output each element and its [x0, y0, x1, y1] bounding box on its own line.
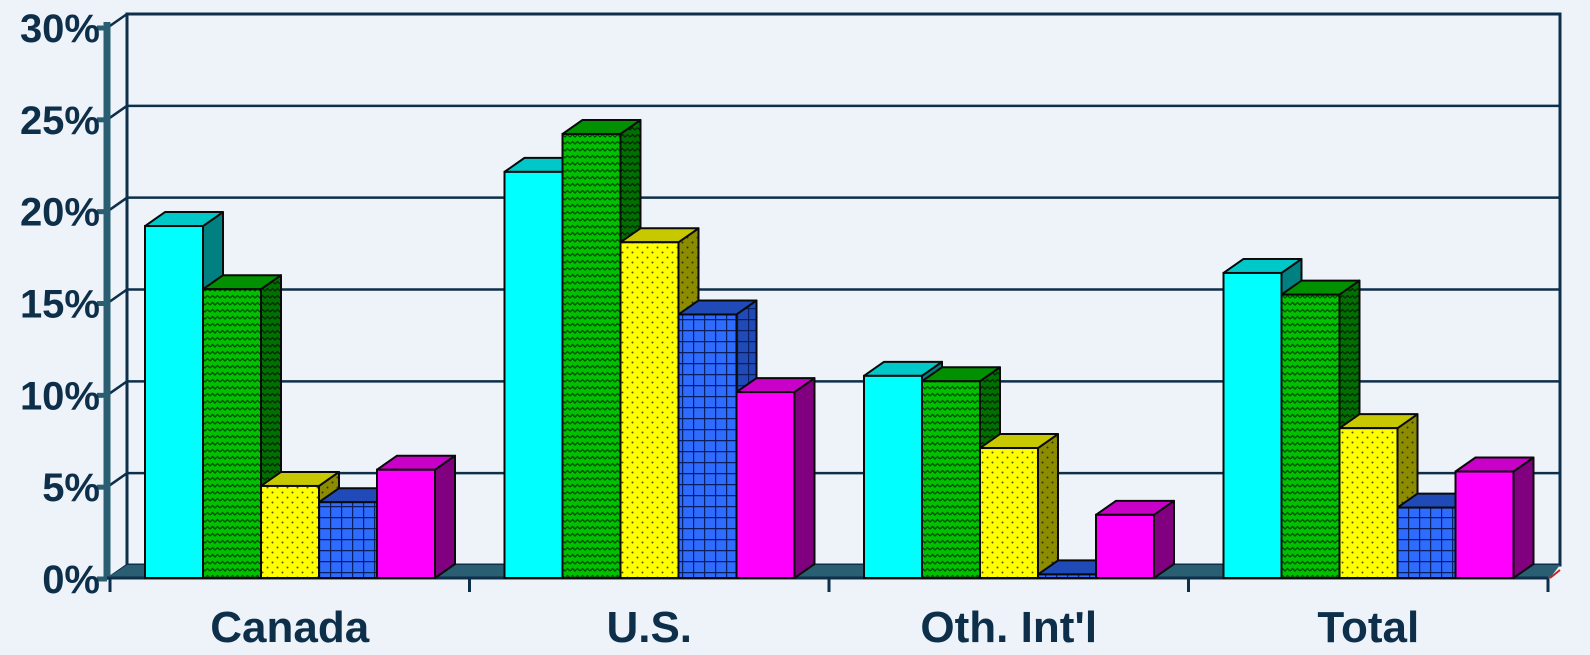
y-tick-label: 0%: [42, 558, 100, 602]
bar-front: [1037, 573, 1097, 580]
bar-front: [735, 391, 796, 579]
y-tick-label: 30%: [20, 7, 100, 51]
floor: [107, 565, 1560, 578]
y-tick-label: 5%: [42, 466, 100, 510]
y-tick-label: 15%: [20, 283, 100, 327]
bar-side: [1512, 456, 1535, 579]
bar-front: [979, 447, 1039, 580]
bar-front: [1338, 427, 1399, 579]
bar-front: [863, 374, 923, 579]
x-category-label: U.S.: [606, 603, 692, 652]
bar-side: [793, 377, 816, 579]
bar-front: [619, 241, 680, 580]
bar: [1454, 456, 1535, 580]
bar-side: [434, 454, 456, 579]
x-category-label: Total: [1317, 603, 1419, 652]
bar-front: [202, 288, 262, 579]
bar: [735, 377, 816, 579]
bars: [144, 118, 1535, 580]
bar-front: [921, 380, 981, 579]
bar-front: [1396, 506, 1457, 580]
bar-front: [1280, 293, 1341, 579]
x-category-label: Oth. Int'l: [920, 603, 1097, 652]
bar-front: [677, 313, 738, 579]
bar: [979, 433, 1059, 580]
labels: 0% 5% 10% 15% 20% 25% 30% Canada U.S. Oth. Int'l T…: [20, 7, 1419, 652]
bar: [376, 454, 456, 580]
bar-front: [503, 170, 564, 579]
y-tick-label: 20%: [20, 191, 100, 235]
bar-front: [144, 225, 204, 579]
bar-front: [561, 132, 622, 579]
corner-mark: [1549, 569, 1561, 579]
bar-front: [260, 484, 320, 580]
bar: [1095, 499, 1175, 580]
bar-front: [1095, 513, 1155, 580]
bar-front: [1454, 470, 1515, 580]
bar-front: [1222, 271, 1283, 579]
y-tick-label: 25%: [20, 99, 100, 143]
x-category-label: Canada: [210, 603, 369, 652]
bar-front: [376, 468, 436, 580]
bar-front: [318, 501, 378, 579]
bar-side: [1037, 433, 1059, 579]
y-tick-label: 10%: [20, 374, 100, 418]
